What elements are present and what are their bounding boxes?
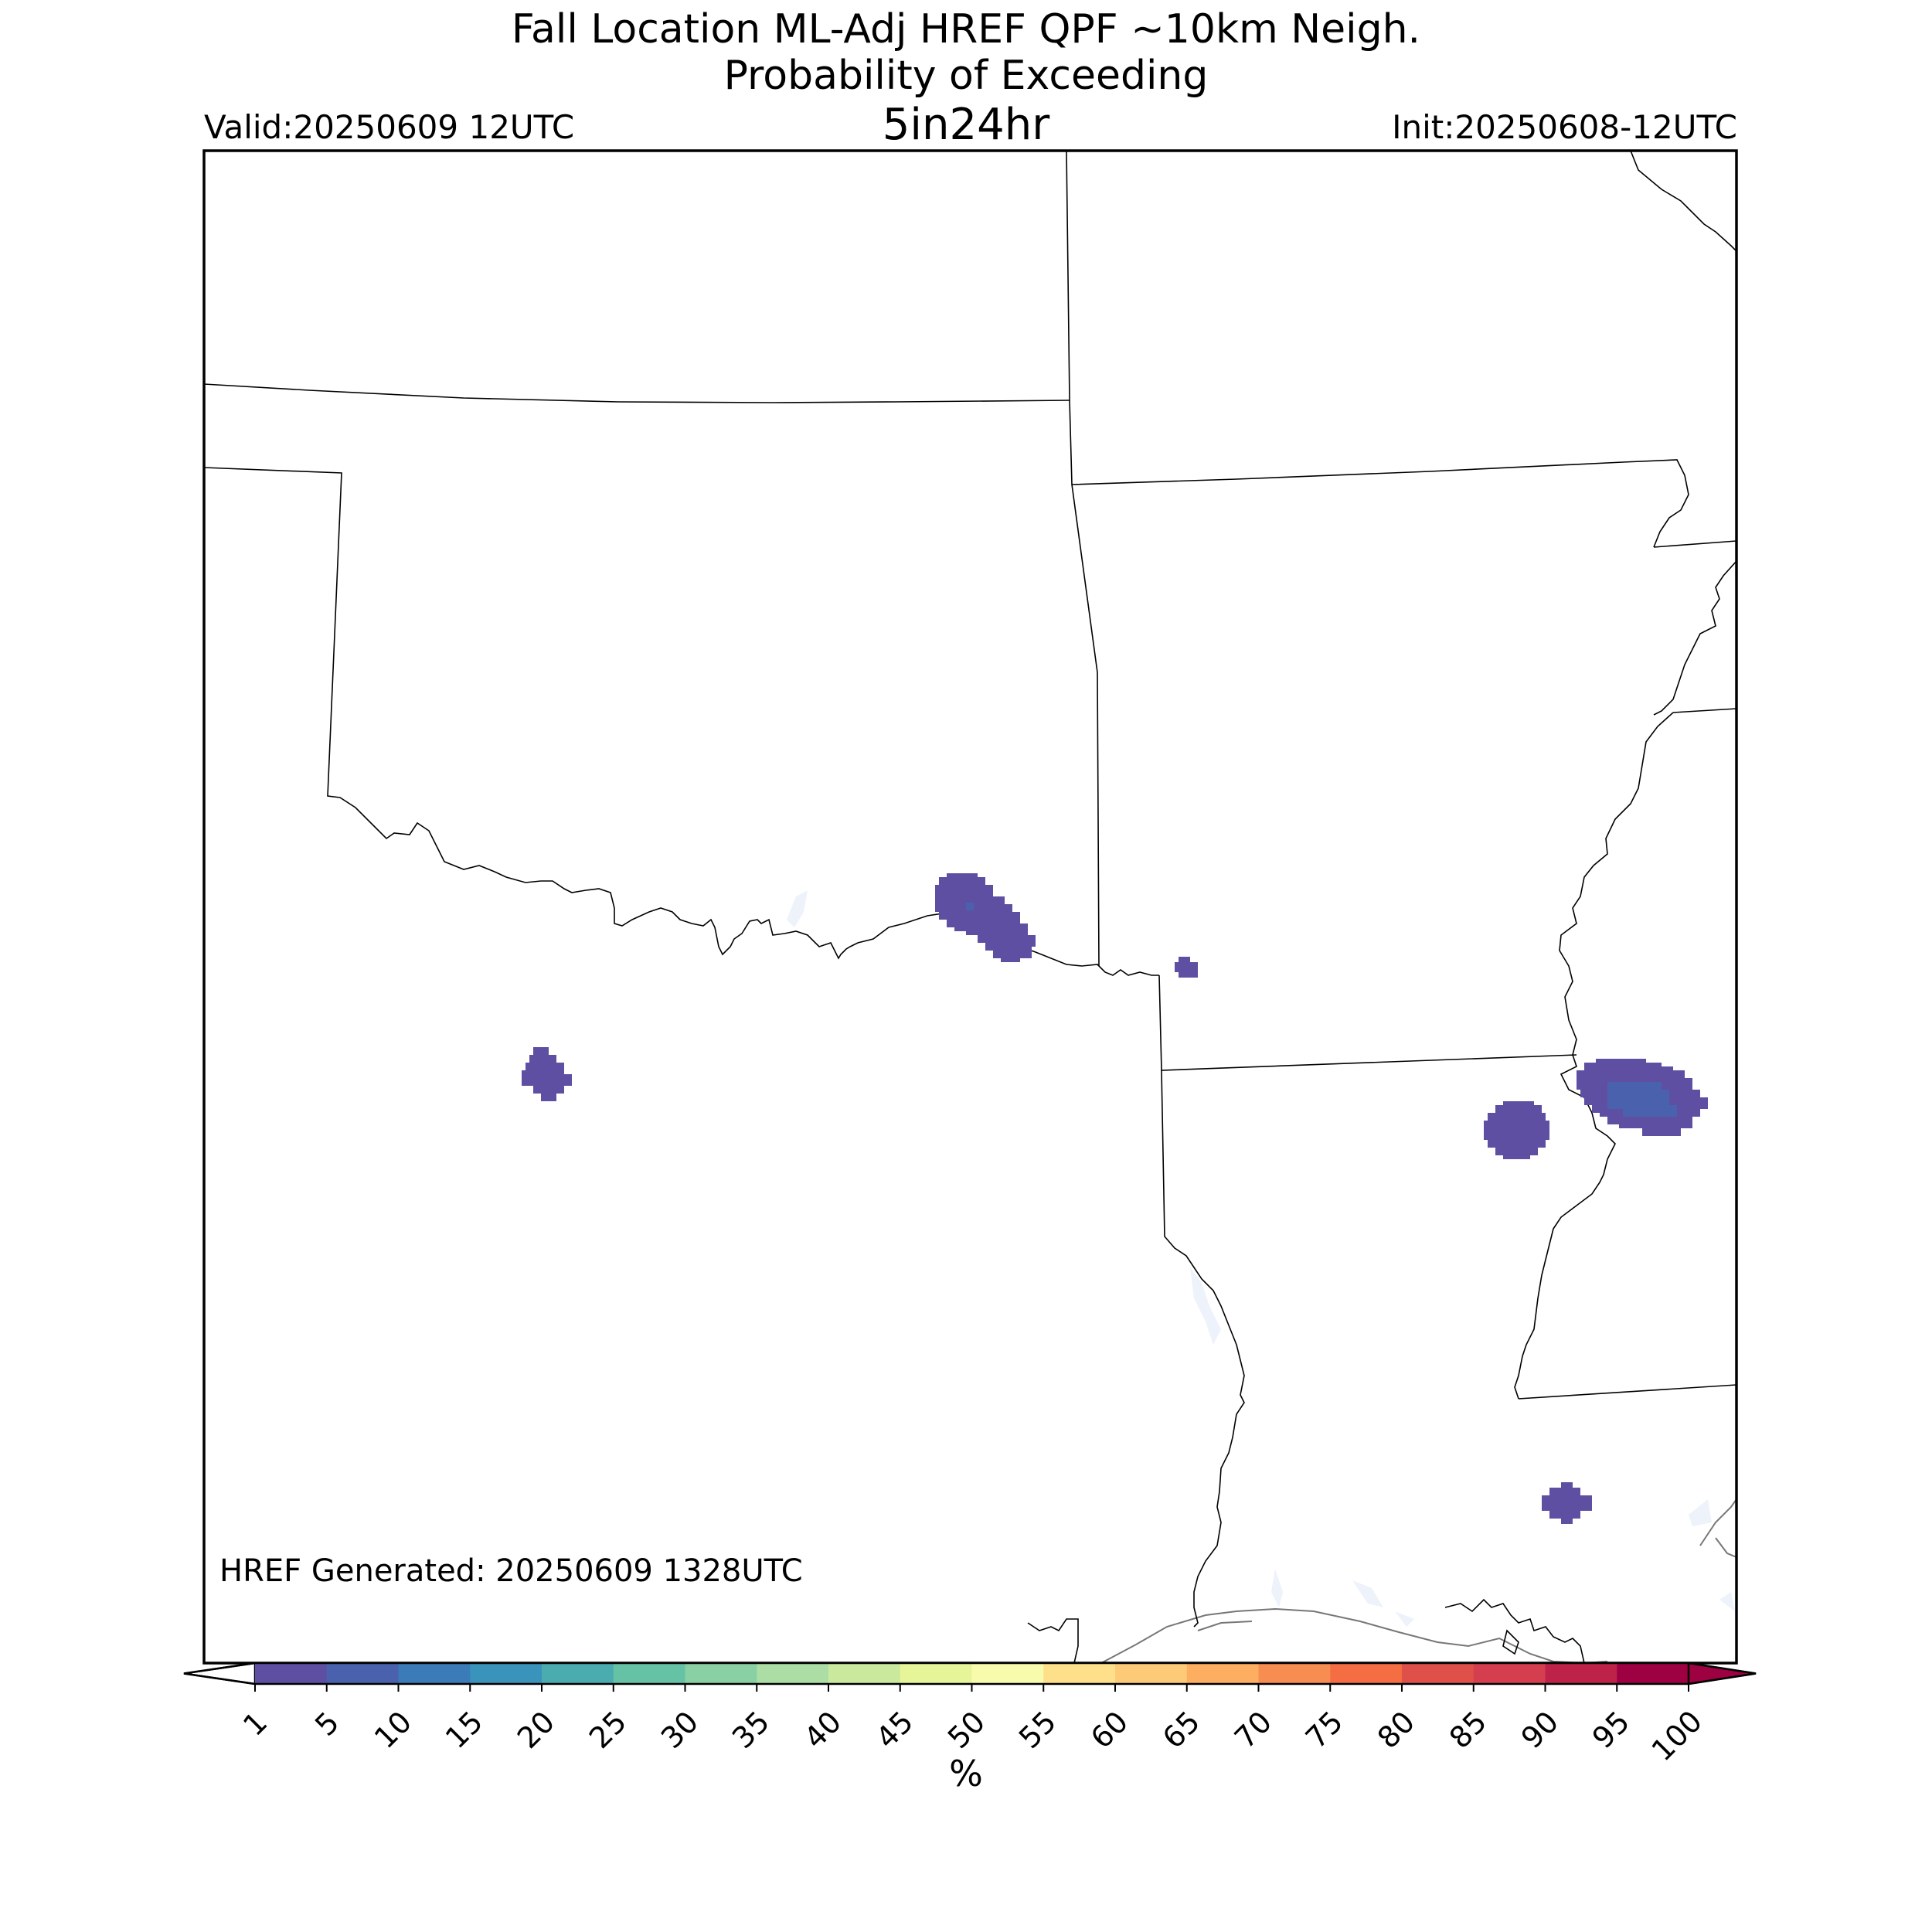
colorbar-swatch bbox=[1258, 1663, 1331, 1684]
colorbar-swatch bbox=[685, 1663, 757, 1684]
colorbar-unit-label: % bbox=[949, 1753, 983, 1794]
colorbar-swatch bbox=[900, 1663, 972, 1684]
colorbar-swatch bbox=[757, 1663, 829, 1684]
colorbar-swatch bbox=[1545, 1663, 1617, 1684]
colorbar-swatch bbox=[828, 1663, 901, 1684]
colorbar-over-extension bbox=[1687, 1662, 1757, 1685]
probability-area-west-texas bbox=[522, 1047, 572, 1101]
colorbar-swatch bbox=[398, 1663, 471, 1684]
probability-area-east-texas-ok bbox=[1175, 957, 1198, 978]
colorbar-swatch bbox=[1043, 1663, 1116, 1684]
colorbar-swatch bbox=[1186, 1663, 1259, 1684]
valid-time: Valid:20250609 12UTC bbox=[204, 108, 575, 146]
colorbar-swatch bbox=[1115, 1663, 1188, 1684]
probability-area-southeast-louisiana bbox=[1542, 1482, 1592, 1524]
colorbar-swatch bbox=[326, 1663, 399, 1684]
colorbar-swatch bbox=[613, 1663, 685, 1684]
generated-timestamp: HREF Generated: 20250609 1328UTC bbox=[219, 1553, 803, 1589]
coastline bbox=[1100, 1498, 1736, 1663]
colorbar-swatch bbox=[1402, 1663, 1475, 1684]
init-time: Init:20250608-12UTC bbox=[1392, 108, 1737, 146]
water-bodies bbox=[787, 890, 1735, 1627]
colorbar-swatch bbox=[542, 1663, 614, 1684]
colorbar-swatch bbox=[1617, 1663, 1689, 1684]
colorbar-swatch bbox=[971, 1663, 1044, 1684]
colorbar-swatch bbox=[1473, 1663, 1546, 1684]
colorbar-swatch bbox=[470, 1663, 543, 1684]
colorbar-under-extension bbox=[183, 1662, 257, 1685]
title-threshold: 5in24hr bbox=[882, 100, 1050, 150]
title-line-1: Fall Location ML-Adj HREF QPF ~10km Neig… bbox=[511, 6, 1421, 53]
colorbar-swatch bbox=[1330, 1663, 1403, 1684]
colorbar bbox=[183, 1662, 1757, 1692]
probability-area-red-river bbox=[935, 873, 1036, 962]
probability-area-red-river-core bbox=[966, 903, 974, 910]
colorbar-swatch bbox=[255, 1663, 328, 1684]
probability-area-mississippi-core bbox=[1607, 1082, 1677, 1117]
probability-area-north-louisiana bbox=[1484, 1101, 1549, 1159]
title-line-2: Probability of Exceeding bbox=[723, 53, 1209, 99]
